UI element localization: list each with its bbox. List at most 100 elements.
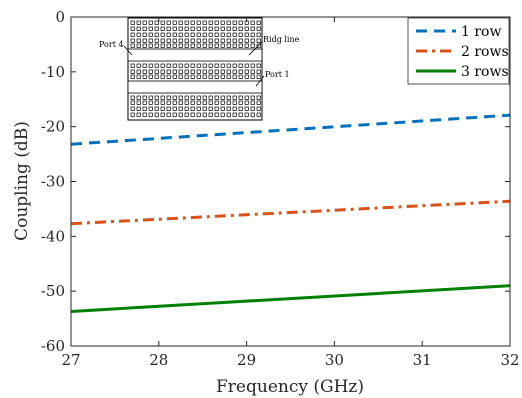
via-hole	[148, 43, 153, 48]
via-hole	[172, 20, 177, 25]
inset-port4-leader	[123, 45, 133, 56]
via-hole	[238, 32, 243, 37]
via-hole	[250, 95, 255, 100]
via-hole	[208, 26, 213, 31]
y-axis-label: Coupling (dB)	[12, 121, 32, 241]
x-tick-label: 28	[149, 351, 168, 369]
via-hole	[148, 95, 153, 100]
via-hole	[142, 106, 147, 111]
via-hole	[244, 32, 249, 37]
via-hole	[190, 74, 195, 79]
via-hole	[244, 74, 249, 79]
via-hole	[196, 100, 201, 105]
via-hole	[244, 43, 249, 48]
via-hole	[244, 106, 249, 111]
via-hole	[166, 38, 171, 43]
via-hole	[196, 112, 201, 117]
via-hole	[208, 95, 213, 100]
via-hole	[238, 26, 243, 31]
via-hole	[136, 74, 141, 79]
via-hole	[130, 32, 135, 37]
via-hole	[226, 106, 231, 111]
via-hole	[172, 100, 177, 105]
via-hole	[130, 38, 135, 43]
via-hole	[202, 69, 207, 74]
via-hole	[208, 32, 213, 37]
inset-label-port1: Port 1	[265, 70, 290, 79]
via-hole	[214, 20, 219, 25]
via-hole	[190, 100, 195, 105]
via-hole	[256, 74, 261, 79]
via-hole	[232, 106, 237, 111]
via-hole	[256, 112, 261, 117]
via-hole	[220, 69, 225, 74]
via-hole	[214, 63, 219, 68]
via-hole	[136, 112, 141, 117]
via-hole	[238, 106, 243, 111]
via-hole	[160, 20, 165, 25]
via-hole	[244, 69, 249, 74]
via-hole	[202, 100, 207, 105]
via-hole	[208, 69, 213, 74]
via-hole	[208, 100, 213, 105]
via-hole	[178, 63, 183, 68]
via-hole	[148, 38, 153, 43]
via-hole	[136, 100, 141, 105]
via-hole	[160, 100, 165, 105]
via-hole	[214, 69, 219, 74]
via-hole	[136, 106, 141, 111]
via-hole	[136, 69, 141, 74]
via-hole	[154, 95, 159, 100]
via-hole	[256, 26, 261, 31]
via-hole	[220, 32, 225, 37]
via-hole	[184, 26, 189, 31]
via-hole	[244, 100, 249, 105]
via-hole	[220, 100, 225, 105]
inset-ridge-top	[127, 48, 263, 62]
via-hole	[232, 43, 237, 48]
via-hole	[130, 74, 135, 79]
via-hole	[202, 20, 207, 25]
via-hole	[166, 112, 171, 117]
via-hole	[250, 69, 255, 74]
via-hole	[238, 63, 243, 68]
via-hole	[160, 95, 165, 100]
via-hole	[232, 20, 237, 25]
via-hole	[130, 43, 135, 48]
via-hole	[214, 95, 219, 100]
via-hole	[148, 20, 153, 25]
via-hole	[190, 106, 195, 111]
via-hole	[238, 38, 243, 43]
y-tick-label: -20	[41, 118, 65, 136]
via-hole	[184, 69, 189, 74]
via-hole	[178, 38, 183, 43]
x-tick-label: 31	[413, 351, 432, 369]
inset-ridge-leader	[248, 41, 263, 56]
via-hole	[202, 74, 207, 79]
legend-label-2: 2 rows	[461, 44, 509, 60]
via-hole	[166, 32, 171, 37]
via-hole	[226, 26, 231, 31]
via-hole	[172, 69, 177, 74]
via-hole	[166, 100, 171, 105]
via-hole	[160, 112, 165, 117]
via-hole	[202, 26, 207, 31]
via-hole	[142, 38, 147, 43]
inset-schematic: Port 4 Ridg line Port 1	[99, 17, 300, 121]
via-hole	[178, 100, 183, 105]
x-tick-label: 30	[325, 351, 344, 369]
via-hole	[142, 32, 147, 37]
via-hole	[130, 63, 135, 68]
via-hole	[172, 38, 177, 43]
via-hole	[196, 74, 201, 79]
via-hole	[256, 32, 261, 37]
via-hole	[256, 20, 261, 25]
via-hole	[232, 100, 237, 105]
via-hole	[184, 95, 189, 100]
via-hole	[148, 74, 153, 79]
via-hole	[256, 63, 261, 68]
via-hole	[226, 63, 231, 68]
via-hole	[232, 26, 237, 31]
via-hole	[250, 74, 255, 79]
via-hole	[166, 95, 171, 100]
